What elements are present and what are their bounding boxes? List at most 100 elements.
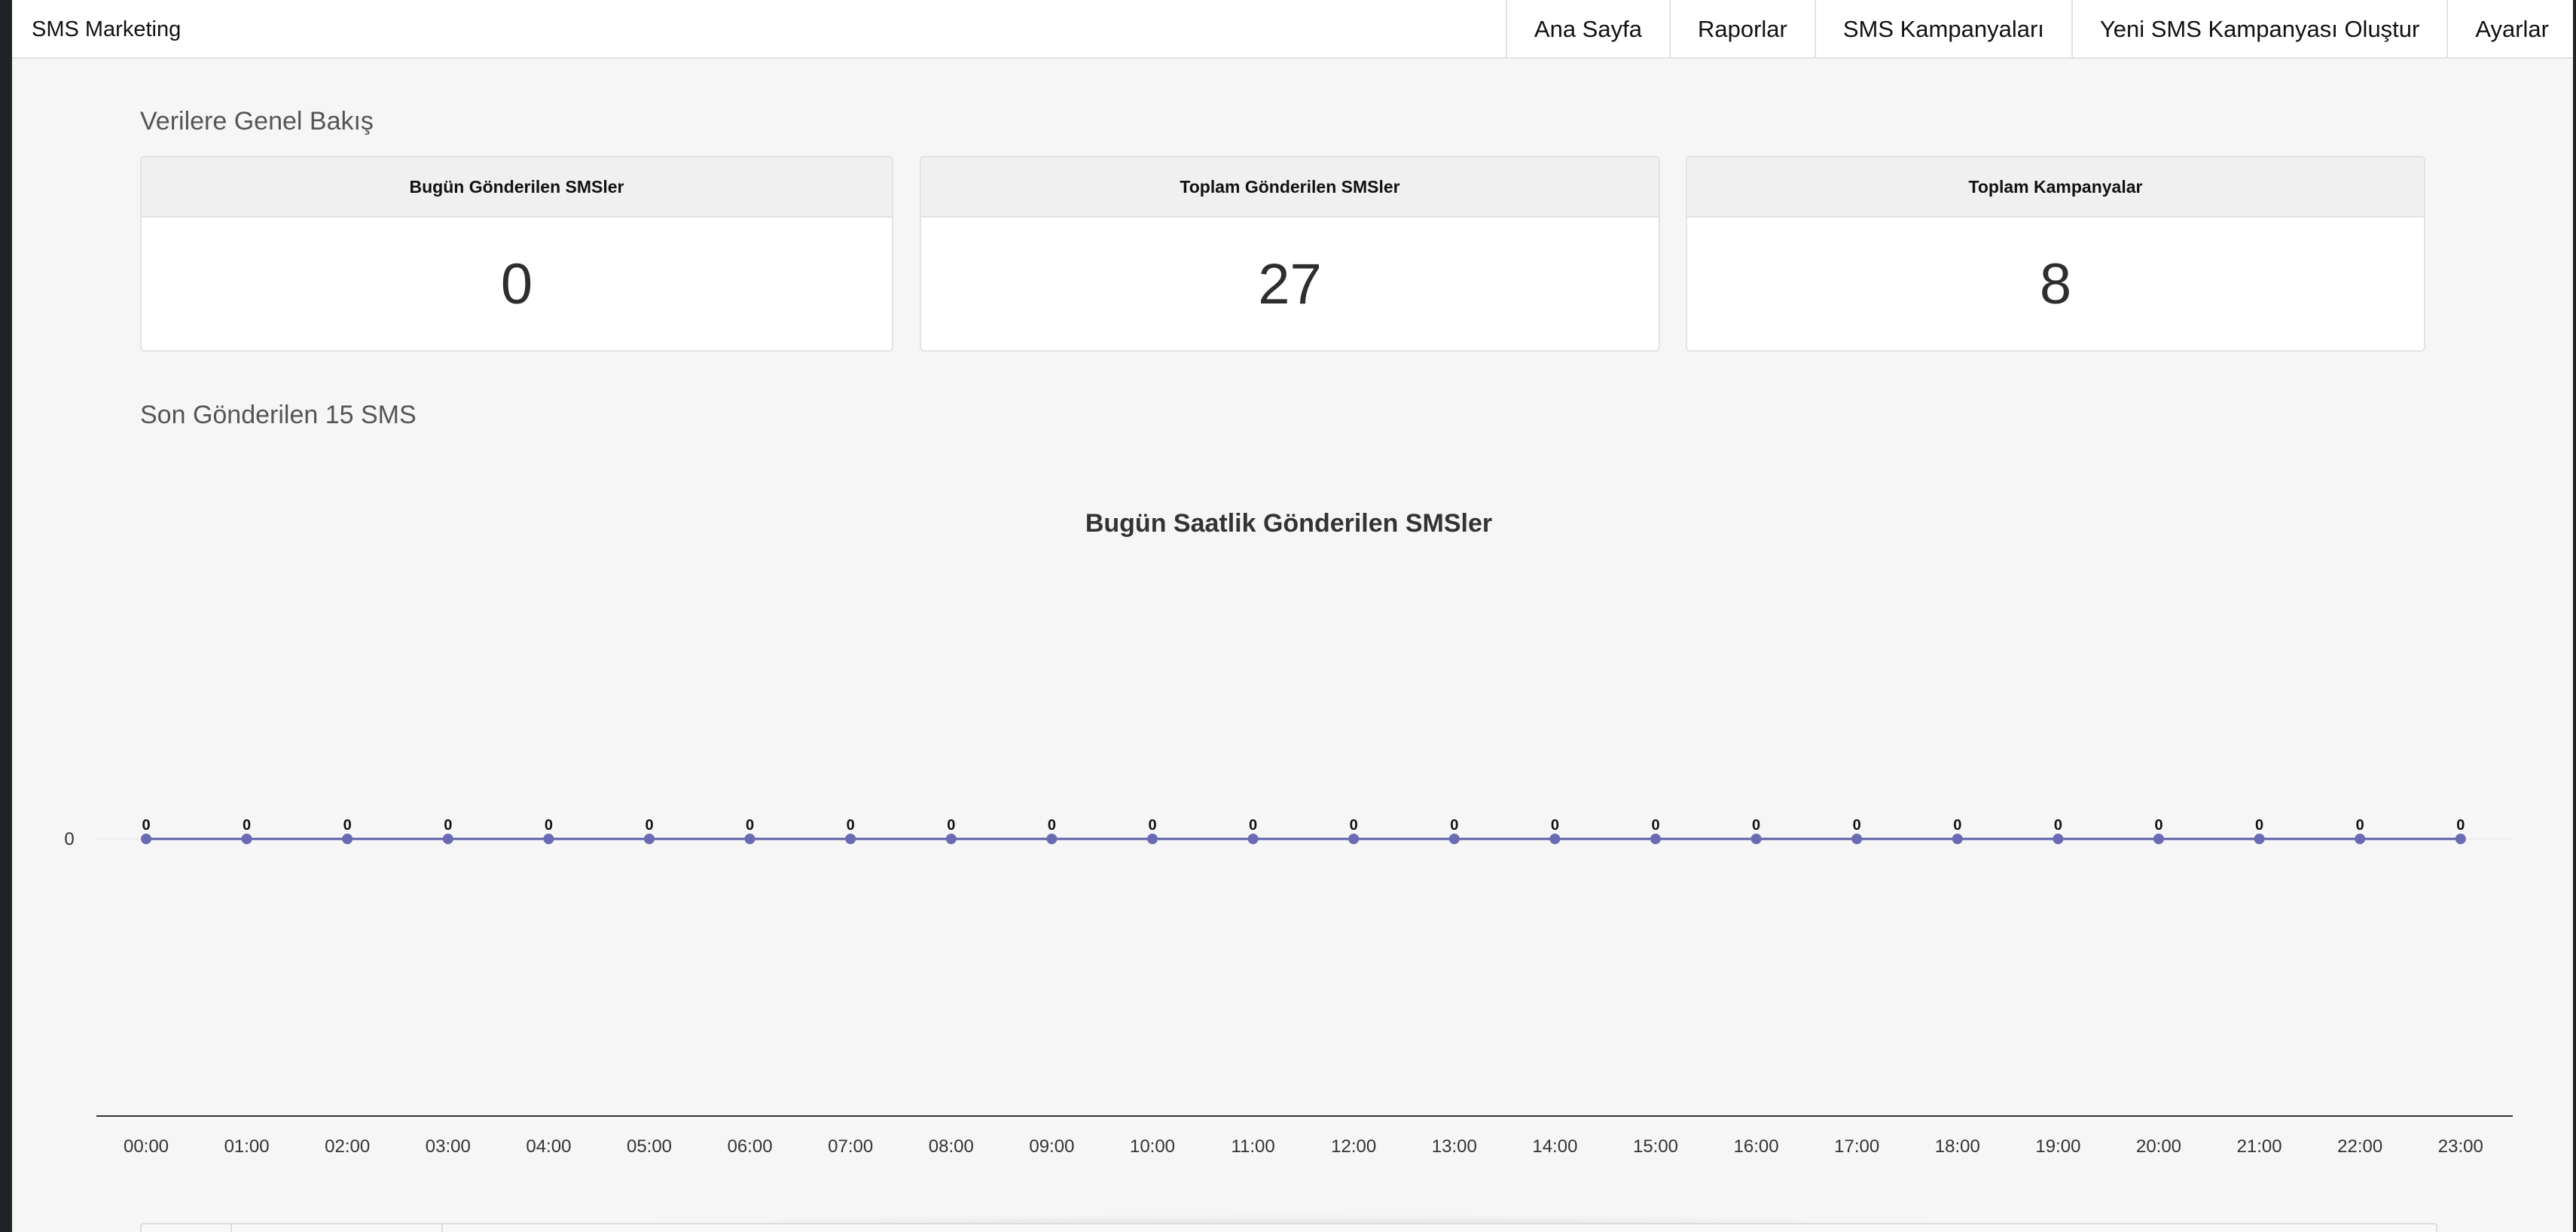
data-point xyxy=(442,834,453,844)
brand-logo-text[interactable]: SMS Marketing xyxy=(32,17,182,41)
data-label: 0 xyxy=(645,817,653,834)
stat-card-today: Bugün Gönderilen SMSler 0 xyxy=(140,156,893,352)
stat-card-title: Toplam Gönderilen SMSler xyxy=(921,157,1659,218)
data-point xyxy=(141,834,151,844)
data-point xyxy=(1348,834,1360,844)
data-point xyxy=(241,834,252,844)
x-tick-label: 19:00 xyxy=(2035,1136,2080,1157)
x-tick-label: 23:00 xyxy=(2438,1136,2483,1157)
navbar: SMS Marketing Ana Sayfa Raporlar SMS Kam… xyxy=(12,0,2573,59)
x-tick-label: 14:00 xyxy=(1532,1136,1577,1157)
table-column-divider xyxy=(441,1224,443,1232)
recent-sms-table xyxy=(140,1223,2437,1232)
x-tick-label: 20:00 xyxy=(2136,1136,2181,1157)
data-point xyxy=(2153,834,2164,844)
data-label: 0 xyxy=(1551,817,1559,834)
nav-settings[interactable]: Ayarlar xyxy=(2446,0,2573,59)
x-axis: 00:00 01:00 02:00 03:00 04:00 05:00 06:00 07:00… xyxy=(124,1136,2483,1157)
data-point xyxy=(744,834,755,844)
x-tick-label: 06:00 xyxy=(728,1136,773,1157)
nav-home[interactable]: Ana Sayfa xyxy=(1505,0,1669,59)
x-tick-label: 08:00 xyxy=(929,1136,974,1157)
data-point xyxy=(1247,834,1259,844)
data-point xyxy=(2053,834,2064,844)
stat-card-value: 8 xyxy=(2039,252,2072,316)
x-tick-label: 00:00 xyxy=(124,1136,169,1157)
data-label: 0 xyxy=(545,817,553,834)
data-point xyxy=(1549,834,1561,844)
overview-heading: Verilere Genel Bakış xyxy=(140,107,374,136)
data-point xyxy=(2254,834,2265,844)
data-label: 0 xyxy=(947,817,955,834)
data-label: 0 xyxy=(2356,817,2364,834)
x-tick-label: 18:00 xyxy=(1935,1136,1980,1157)
hourly-sms-chart: Bugün Saatlik Gönderilen SMSler 0 00:00 0… xyxy=(64,509,2513,1157)
x-tick-label: 03:00 xyxy=(426,1136,471,1157)
stat-card-campaigns: Toplam Kampanyalar 8 xyxy=(1686,156,2425,352)
x-tick-label: 11:00 xyxy=(1231,1136,1274,1157)
series-points xyxy=(141,834,2466,844)
x-tick-label: 02:00 xyxy=(325,1136,370,1157)
x-tick-label: 01:00 xyxy=(224,1136,270,1157)
x-tick-label: 17:00 xyxy=(1834,1136,1879,1157)
data-label: 0 xyxy=(746,817,754,834)
data-label: 0 xyxy=(2456,817,2465,834)
y-axis: 0 xyxy=(64,829,74,849)
x-tick-label: 05:00 xyxy=(627,1136,672,1157)
y-tick-label: 0 xyxy=(64,829,74,849)
data-point xyxy=(845,834,856,844)
x-tick-label: 21:00 xyxy=(2237,1136,2282,1157)
data-point xyxy=(1851,834,1863,844)
data-point xyxy=(644,834,655,844)
chart-title: Bugün Saatlik Gönderilen SMSler xyxy=(1085,509,1492,538)
data-label: 0 xyxy=(142,817,150,834)
data-label: 0 xyxy=(847,817,855,834)
nav-new-campaign[interactable]: Yeni SMS Kampanyası Oluştur xyxy=(2071,0,2446,59)
data-label: 0 xyxy=(1148,817,1156,834)
data-label: 0 xyxy=(2255,817,2263,834)
stat-card-value: 0 xyxy=(500,252,533,316)
stat-card-title: Bugün Gönderilen SMSler xyxy=(142,157,892,218)
data-labels: 0 0 0 0 0 0 0 0 0 0 0 0 0 0 0 0 0 0 0 0 0 0 0 0 xyxy=(142,817,2465,834)
x-tick-label: 16:00 xyxy=(1734,1136,1779,1157)
table-column-divider xyxy=(230,1224,232,1232)
x-tick-label: 07:00 xyxy=(828,1136,873,1157)
x-tick-label: 13:00 xyxy=(1432,1136,1477,1157)
data-label: 0 xyxy=(1249,817,1257,834)
data-label: 0 xyxy=(1853,817,1861,834)
x-tick-label: 09:00 xyxy=(1029,1136,1074,1157)
data-label: 0 xyxy=(1450,817,1458,834)
stat-card-value: 27 xyxy=(1258,252,1322,316)
recent-sms-heading: Son Gönderilen 15 SMS xyxy=(140,401,417,429)
data-point xyxy=(1046,834,1058,844)
data-label: 0 xyxy=(1048,817,1056,834)
x-tick-label: 04:00 xyxy=(526,1136,571,1157)
data-label: 0 xyxy=(243,817,251,834)
data-label: 0 xyxy=(1953,817,1961,834)
app-window: SMS Marketing Ana Sayfa Raporlar SMS Kam… xyxy=(12,0,2573,1232)
data-label: 0 xyxy=(2154,817,2162,834)
stat-card-title: Toplam Kampanyalar xyxy=(1687,157,2424,218)
data-point xyxy=(945,834,957,844)
data-point xyxy=(2355,834,2366,844)
nav-links: Ana Sayfa Raporlar SMS Kampanyaları Yeni… xyxy=(1505,0,2573,59)
x-tick-label: 15:00 xyxy=(1633,1136,1678,1157)
stat-card-total-sms: Toplam Gönderilen SMSler 27 xyxy=(920,156,1660,352)
x-tick-label: 22:00 xyxy=(2337,1136,2382,1157)
data-point xyxy=(1650,834,1661,844)
nav-sms-campaigns[interactable]: SMS Kampanyaları xyxy=(1814,0,2071,59)
data-label: 0 xyxy=(1651,817,1659,834)
nav-reports[interactable]: Raporlar xyxy=(1668,0,1814,59)
x-tick-label: 10:00 xyxy=(1130,1136,1175,1157)
data-label: 0 xyxy=(1752,817,1760,834)
data-label: 0 xyxy=(343,817,352,834)
data-point xyxy=(1448,834,1460,844)
data-label: 0 xyxy=(1350,817,1358,834)
data-label: 0 xyxy=(444,817,452,834)
data-label: 0 xyxy=(2054,817,2062,834)
data-point xyxy=(1952,834,1963,844)
data-point xyxy=(543,834,554,844)
data-point xyxy=(2455,834,2466,844)
x-tick-label: 12:00 xyxy=(1331,1136,1376,1157)
data-point xyxy=(1147,834,1158,844)
